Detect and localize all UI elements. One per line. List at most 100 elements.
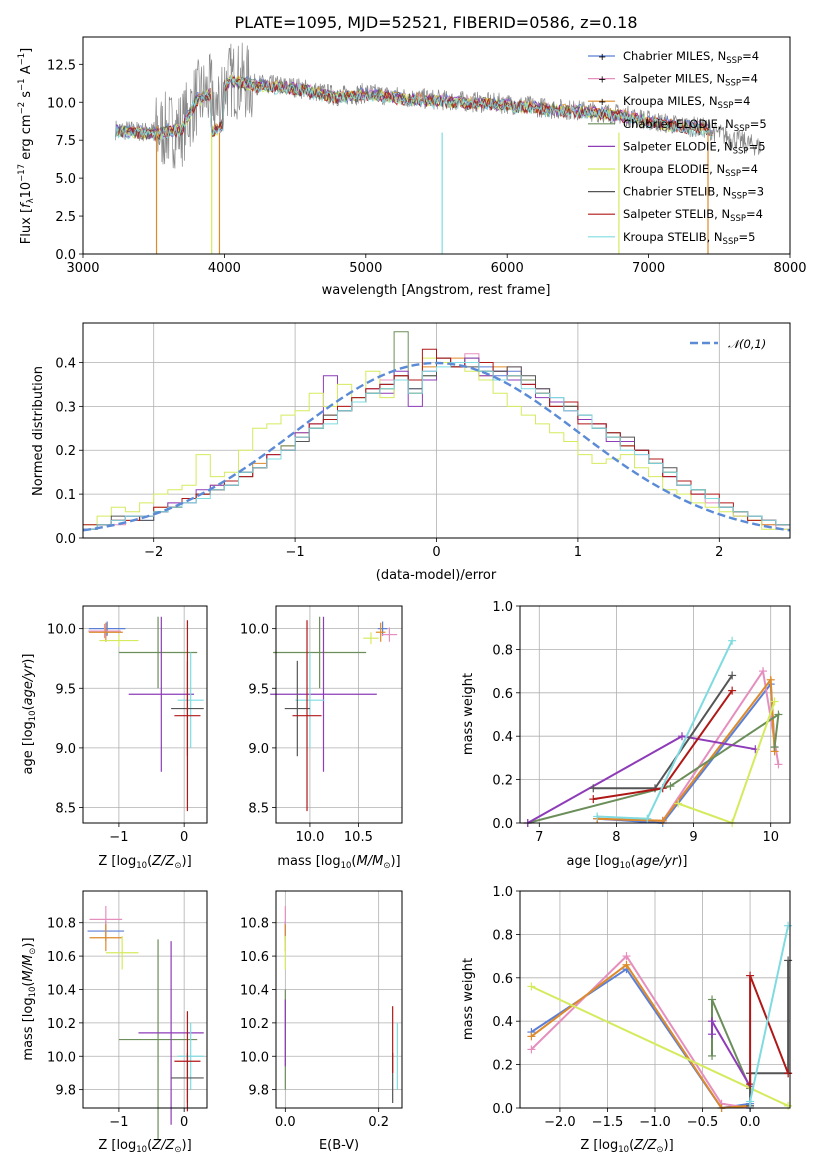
legend-label: Kroupa ELODIE, NSSP=4 — [623, 162, 758, 179]
x-tick-label: −2 — [144, 545, 163, 560]
x-tick-label: 4000 — [208, 261, 241, 276]
legend-count: =4 — [746, 207, 763, 221]
y-tick-label: 10.8 — [47, 917, 76, 932]
x-tick-label: 0.0 — [740, 1115, 761, 1130]
point-chabrier-elodie — [770, 743, 779, 752]
y-tick-label: 0.2 — [492, 774, 513, 789]
point-kroupa-miles — [527, 1032, 536, 1041]
legend-count: =5 — [749, 139, 766, 153]
y-axis-label: age [log10(age/yr)] — [21, 654, 38, 775]
x-tick-label: 0 — [180, 830, 188, 845]
x-axis-label: age [log10(age/yr)] — [567, 854, 688, 871]
axes-frame — [519, 605, 791, 824]
x-tick-label: −1 — [286, 545, 305, 560]
errorbar-chabrier-miles — [88, 621, 126, 636]
x-tick-label: 10.5 — [344, 830, 373, 845]
x-tick-label: 7 — [535, 830, 543, 845]
errorbar-kroupa-stelib — [295, 652, 325, 748]
point-chabrier-stelib — [589, 784, 598, 793]
x-tick-label: −1 — [109, 1115, 128, 1130]
x-tick-label: 0.0 — [275, 1115, 296, 1130]
y-tick-label: 0.2 — [492, 1059, 513, 1074]
legend-label: Kroupa MILES, NSSP=4 — [623, 94, 750, 111]
point-chabrier-stelib — [728, 671, 737, 680]
legend-count: =4 — [742, 49, 759, 63]
line-chabrier-stelib — [593, 674, 733, 790]
y-tick-label: 2.5 — [55, 210, 76, 225]
legend-label: Salpeter ELODIE, NSSP=5 — [623, 139, 766, 156]
y-tick-label: 10.4 — [240, 983, 269, 998]
legend-label: Chabrier MILES, NSSP=4 — [623, 49, 759, 66]
y-axis-label: mass [log10(M/M⊙)] — [21, 937, 38, 1060]
line-chabrier-elodie — [527, 712, 780, 824]
y-tick-label: 10.4 — [47, 983, 76, 998]
line-kroupa-elodie — [677, 701, 776, 825]
x-tick-label: 0.2 — [368, 1115, 389, 1130]
y-tick-label: 0.0 — [492, 817, 513, 832]
y-tick-label: 10.0 — [47, 623, 76, 638]
legend-sub: SSP — [730, 214, 746, 224]
y-tick-label: 10.0 — [240, 1050, 269, 1065]
residual-histogram-panel: −2 −1 0 1 2 0.0 0.1 0.2 0.3 0.4 𝒩(0,1) — [55, 322, 791, 560]
x-tick-label: 6000 — [491, 261, 524, 276]
y-tick-label: 0.4 — [492, 730, 513, 745]
point-salpeter-stelib — [589, 795, 598, 804]
point-kroupa-stelib — [746, 1097, 755, 1106]
y-tick-label: 9.8 — [55, 1084, 76, 1099]
y-tick-label: 0.8 — [492, 928, 513, 943]
y-tick-label: 12.5 — [47, 58, 76, 73]
y-tick-label: 0.1 — [55, 488, 76, 503]
legend-label: 𝒩(0,1) — [728, 337, 766, 351]
legend-sub: SSP — [725, 169, 741, 179]
chart-title: PLATE=1095, MJD=52521, FIBERID=0586, z=0… — [234, 13, 637, 32]
y-axis-label: mass weight — [461, 958, 476, 1040]
legend-sub: SSP — [718, 101, 734, 111]
errorbar-chabrier-stelib — [284, 660, 310, 757]
y-tick-label: 10.6 — [240, 950, 269, 965]
errorbar-chabrier-elodie — [118, 939, 198, 1140]
line-kroupa-elodie — [530, 985, 789, 1107]
legend-count: =3 — [747, 185, 764, 199]
errorbar-chabrier-elodie — [273, 616, 367, 689]
histogram-kroupa-stelib — [83, 362, 790, 530]
errorbar-salpeter-elodie — [138, 941, 204, 1125]
point-salpeter-elodie — [708, 1017, 717, 1026]
errorbar-salpeter-elodie — [128, 616, 194, 772]
point-kroupa-stelib — [593, 812, 602, 821]
point-salpeter-elodie — [708, 1030, 717, 1039]
legend-sub: SSP — [725, 79, 741, 89]
point-salpeter-miles — [774, 760, 783, 769]
point-kroupa-miles — [622, 960, 631, 969]
x-tick-label: 2 — [715, 545, 723, 560]
y-tick-label: 0.6 — [492, 687, 513, 702]
y-axis-label: Normed distribution — [31, 366, 46, 496]
legend-count: =4 — [741, 72, 758, 86]
y-tick-label: 7.5 — [55, 134, 76, 149]
point-salpeter-stelib — [746, 971, 755, 980]
errorbar-salpeter-stelib — [174, 1011, 201, 1112]
y-tick-label: 0.8 — [492, 643, 513, 658]
x-tick-label: 0 — [180, 1115, 188, 1130]
errorbar-salpeter-miles — [88, 623, 121, 639]
point-salpeter-miles — [622, 952, 631, 961]
x-tick-label: 9 — [689, 830, 697, 845]
line-salpeter-stelib — [749, 975, 790, 1085]
legend-marker: + — [598, 97, 606, 108]
y-tick-label: 8.5 — [248, 802, 269, 817]
legend-label: Kroupa STELIB, NSSP=5 — [623, 230, 755, 247]
x-tick-label: 3000 — [66, 261, 99, 276]
y-tick-label: 5.0 — [55, 172, 76, 187]
spectrum-panel: 3000 4000 5000 6000 7000 8000 0.0 2.5 5.0 7.5 10.0… — [47, 36, 807, 276]
x-axis-label: (data-model)/error — [376, 568, 497, 583]
y-tick-label: 10.0 — [47, 96, 76, 111]
legend-marker: + — [598, 75, 606, 86]
y-tick-label: 9.5 — [55, 682, 76, 697]
y-tick-label: 0.4 — [492, 1015, 513, 1030]
legend-label: Chabrier ELODIE, NSSP=5 — [623, 117, 767, 134]
y-tick-label: 10.8 — [240, 917, 269, 932]
line-chabrier-miles — [530, 967, 751, 1110]
x-tick-label: 0 — [432, 545, 440, 560]
y-tick-label: 9.8 — [248, 1084, 269, 1099]
legend-sub: SSP — [726, 56, 742, 66]
legend-label: Salpeter STELIB, NSSP=4 — [623, 207, 763, 224]
